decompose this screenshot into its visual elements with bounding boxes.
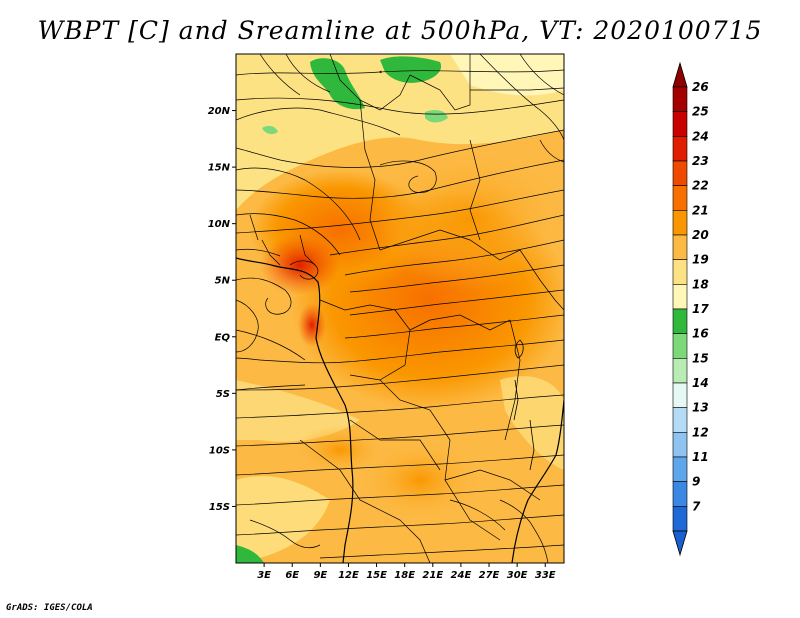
streamlines [236,54,564,563]
colorbar-label: 18 [692,277,709,291]
colorbar-label: 9 [692,475,700,489]
map-title: WBPT [C] and Sreamline at 500hPa, VT: 20… [37,16,763,45]
colorbar-swatch [672,481,688,507]
colorbar-label: 14 [692,376,709,390]
colorbar-label: 20 [692,228,709,242]
colorbar-swatch [672,432,688,458]
colorbar-swatch [672,358,688,384]
lat-tick-label: 15S [209,502,230,513]
lat-tick-label: 5S [216,389,230,400]
colorbar-label: 12 [692,425,709,439]
colorbar-swatch [672,506,688,532]
colorbar-swatch [672,86,688,112]
lon-tick-label: 12E [338,570,359,581]
colorbar-swatch [672,284,688,310]
colorbar-label: 13 [692,401,709,415]
lon-tick-label: 21E [422,570,443,581]
colorbar-swatch [672,259,688,285]
lon-tick-label: 33E [535,570,556,581]
colorbar-label: 17 [692,302,709,316]
lon-tick-label: 3E [257,570,271,581]
lon-tick-label: 18E [394,570,415,581]
colorbar: 26 25 24 23 22 21 20 19 18 17 16 15 14 13 12 11 9 7 [672,61,709,557]
lat-tick-label: 15N [208,163,231,174]
lat-tick-label: 10S [209,445,230,456]
lon-tick-label: 6E [285,570,299,581]
map-frame [235,53,565,564]
colorbar-top-arrow [672,61,688,88]
lon-tick-label: 30E [507,570,528,581]
colorbar-swatch [672,382,688,408]
colorbar-swatch [672,308,688,334]
colorbar-label: 22 [692,179,709,193]
colorbar-label: 26 [692,80,709,94]
longitude-axis: 3E 6E 9E 12E 15E 18E 21E 24E 27E 30E 33E [257,563,556,581]
latitude-axis: 20N 15N 10N 5N EQ 5S 10S 15S [208,106,236,513]
wbpt-shaded-field [236,54,564,563]
colorbar-swatch [672,111,688,137]
lat-tick-label: 10N [208,219,231,230]
colorbar-bottom-arrow [672,530,688,557]
colorbar-swatch [672,185,688,211]
colorbar-label: 23 [692,154,709,168]
lon-tick-label: 27E [479,570,500,581]
lat-tick-label: 5N [215,276,231,287]
colorbar-swatch [672,210,688,236]
lon-tick-label: 15E [366,570,387,581]
colorbar-label: 19 [692,253,709,267]
grads-credit: GrADS: IGES/COLA [6,603,93,613]
colorbar-swatch [672,407,688,433]
colorbar-swatch [672,160,688,186]
colorbar-label: 7 [692,499,701,513]
colorbar-swatch [672,136,688,162]
colorbar-label: 16 [692,327,709,341]
lat-tick-label: EQ [215,332,231,343]
colorbar-label: 11 [692,450,709,464]
lon-tick-label: 24E [451,570,472,581]
colorbar-swatch [672,333,688,359]
colorbar-label: 15 [692,351,709,365]
colorbar-label: 25 [692,105,709,119]
lat-tick-label: 20N [208,106,231,117]
lon-tick-label: 9E [313,570,327,581]
colorbar-swatch [672,234,688,260]
colorbar-label: 21 [692,203,709,217]
colorbar-label: 24 [692,129,709,143]
colorbar-swatch [672,456,688,482]
